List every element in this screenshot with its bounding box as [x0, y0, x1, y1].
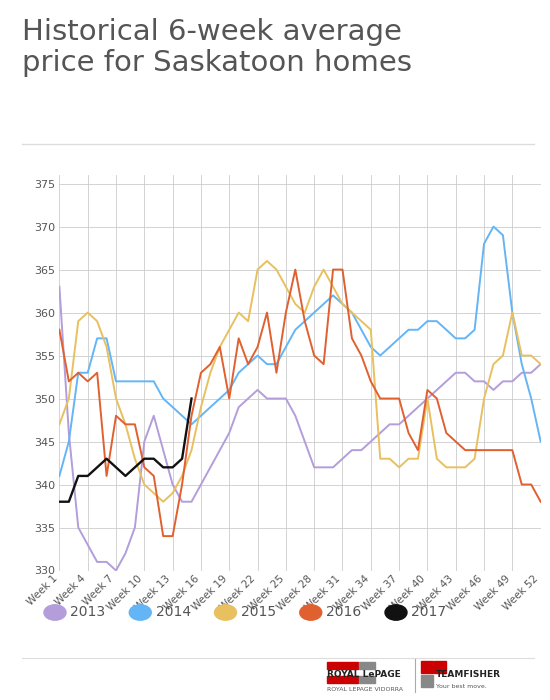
- Text: ROYAL LEPAGE VIDORRA: ROYAL LEPAGE VIDORRA: [327, 687, 403, 692]
- Text: 2017: 2017: [411, 606, 447, 620]
- Text: Historical 6-week average
price for Saskatoon homes: Historical 6-week average price for Sask…: [22, 18, 412, 77]
- Text: ROYAL LePAGE: ROYAL LePAGE: [327, 670, 401, 678]
- Text: 2014: 2014: [156, 606, 191, 620]
- Text: 2015: 2015: [241, 606, 276, 620]
- Text: TEAMFISHER: TEAMFISHER: [436, 671, 501, 679]
- Text: 2013: 2013: [70, 606, 106, 620]
- Text: 2016: 2016: [326, 606, 361, 620]
- Text: Your best move.: Your best move.: [436, 683, 487, 689]
